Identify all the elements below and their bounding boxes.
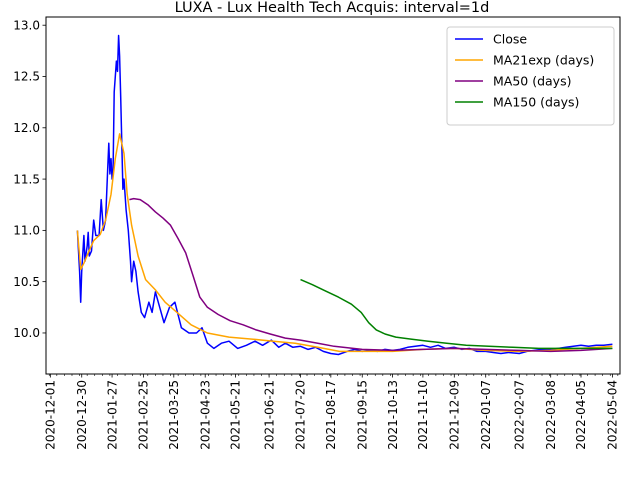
x-tick-label: 2022-02-07 — [513, 380, 527, 450]
legend: Close MA21exp (days) MA50 (days) MA150 (day… — [446, 26, 615, 126]
series-line-close — [76, 34, 613, 356]
x-tick-label: 2021-02-25 — [137, 380, 151, 450]
series-line-ma150-days — [300, 278, 613, 350]
y-tick-label: 11.0 — [13, 224, 40, 238]
y-tick-label: 10.5 — [13, 275, 40, 289]
legend-box — [446, 26, 615, 126]
x-tick-label: 2021-10-13 — [386, 380, 400, 450]
legend-entry: Close — [493, 32, 527, 47]
x-tick-label: 2020-12-01 — [44, 380, 58, 450]
plot-lines — [76, 34, 613, 356]
x-tick-label: 2022-04-05 — [574, 380, 588, 450]
legend-entry: MA21exp (days) — [493, 53, 594, 68]
x-tick-label: 2021-06-21 — [262, 380, 276, 450]
x-tick-label: 2021-01-27 — [105, 380, 119, 450]
x-axis: 2020-12-01 2020-12-30 2021-01-27 2021-02-25… — [44, 374, 620, 450]
x-tick-label: 2021-04-23 — [198, 380, 212, 450]
x-tick-label: 2021-05-21 — [229, 380, 243, 450]
x-tick-label: 2021-09-15 — [355, 380, 369, 450]
x-tick-label: 2020-12-30 — [75, 380, 89, 450]
series-line-ma50-days — [129, 197, 613, 353]
y-tick-label: 12.5 — [13, 70, 40, 84]
plot-frame — [45, 16, 621, 375]
series-line-ma21exp-days — [76, 133, 613, 353]
x-tick-label: 2021-07-20 — [294, 380, 308, 450]
y-tick-label: 13.0 — [13, 18, 40, 32]
chart-title: LUXA - Lux Health Tech Acquis: interval=… — [175, 0, 490, 16]
x-tick-label: 2021-11-10 — [416, 380, 430, 450]
y-tick-label: 12.0 — [13, 121, 40, 135]
x-tick-label: 2022-01-07 — [479, 380, 493, 450]
legend-entry: MA50 (days) — [493, 74, 571, 89]
y-axis: 10.0 10.5 11.0 11.5 12.0 12.5 13.0 — [13, 18, 46, 340]
x-tick-label: 2021-03-25 — [167, 380, 181, 450]
x-tick-label: 2022-03-08 — [544, 380, 558, 450]
legend-entry: MA150 (days) — [493, 95, 579, 110]
x-tick-label: 2022-05-04 — [606, 380, 620, 450]
y-tick-label: 10.0 — [13, 326, 40, 340]
x-tick-label: 2021-12-09 — [448, 380, 462, 450]
y-tick-label: 11.5 — [13, 172, 40, 186]
x-tick-label: 2021-08-17 — [324, 380, 338, 450]
